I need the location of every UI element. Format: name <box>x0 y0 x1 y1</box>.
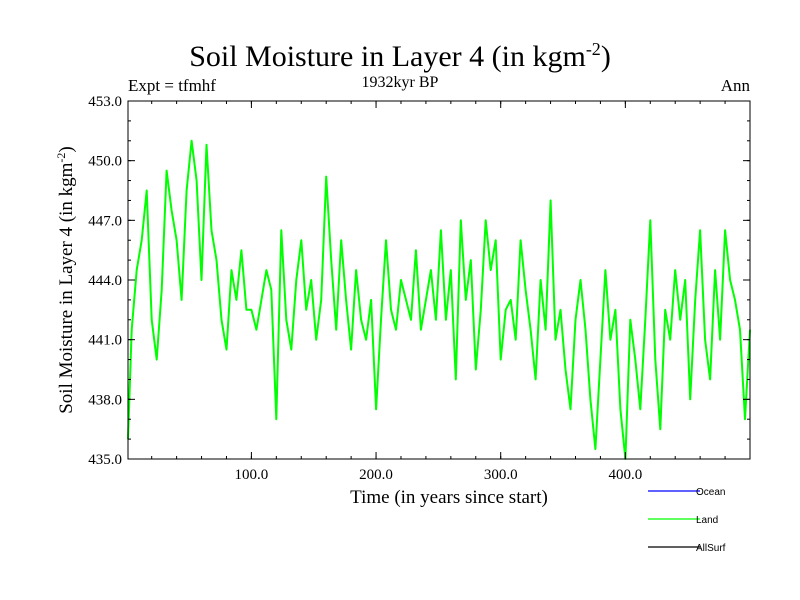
x-tick-label: 200.0 <box>359 467 393 483</box>
y-tick-label: 435.0 <box>88 452 122 468</box>
chart-title-close: ) <box>600 40 611 73</box>
legend-label-ocean: Ocean <box>696 487 725 498</box>
y-tick-label: 450.0 <box>88 154 122 170</box>
y-axis-title: Soil Moisture in Layer 4 (in kgm-2) <box>54 146 77 414</box>
y-tick-label: 441.0 <box>88 333 122 349</box>
y-tick-label: 438.0 <box>88 392 122 408</box>
season-label: Ann <box>720 76 750 95</box>
experiment-label: Expt = tfmhf <box>128 76 216 95</box>
y-tick-label: 453.0 <box>88 94 122 110</box>
series-layer <box>127 139 751 460</box>
chart-subtitle: 1932kyr BP <box>361 74 439 91</box>
legend-label-land: Land <box>696 515 718 526</box>
y-tick-label: 444.0 <box>88 273 122 289</box>
chart-title: Soil Moisture in Layer 4 (in kgm-2) <box>0 32 800 74</box>
chart-title-text: Soil Moisture in Layer 4 (in kgm <box>189 40 586 73</box>
x-tick-label: 100.0 <box>235 467 269 483</box>
y-tick-label: 447.0 <box>88 213 122 229</box>
legend-layer: Ocean Land AllSurf <box>648 487 726 554</box>
legend-label-allsurf: AllSurf <box>696 543 726 554</box>
chart-title-superscript: -2 <box>585 39 601 59</box>
x-tick-label: 300.0 <box>484 467 518 483</box>
y-axis-title-close: ) <box>56 146 77 152</box>
x-tick-label: 400.0 <box>608 467 642 483</box>
series-line-land <box>127 139 751 460</box>
x-axis-title: Time (in years since start) <box>350 487 548 508</box>
y-axis-title-superscript: -2 <box>54 153 68 163</box>
y-axis-title-text: Soil Moisture in Layer 4 (in kgm <box>56 162 77 413</box>
axes-layer: 435.0 438.0 441.0 444.0 447.0 450.0 453.0 100.0… <box>54 94 751 508</box>
